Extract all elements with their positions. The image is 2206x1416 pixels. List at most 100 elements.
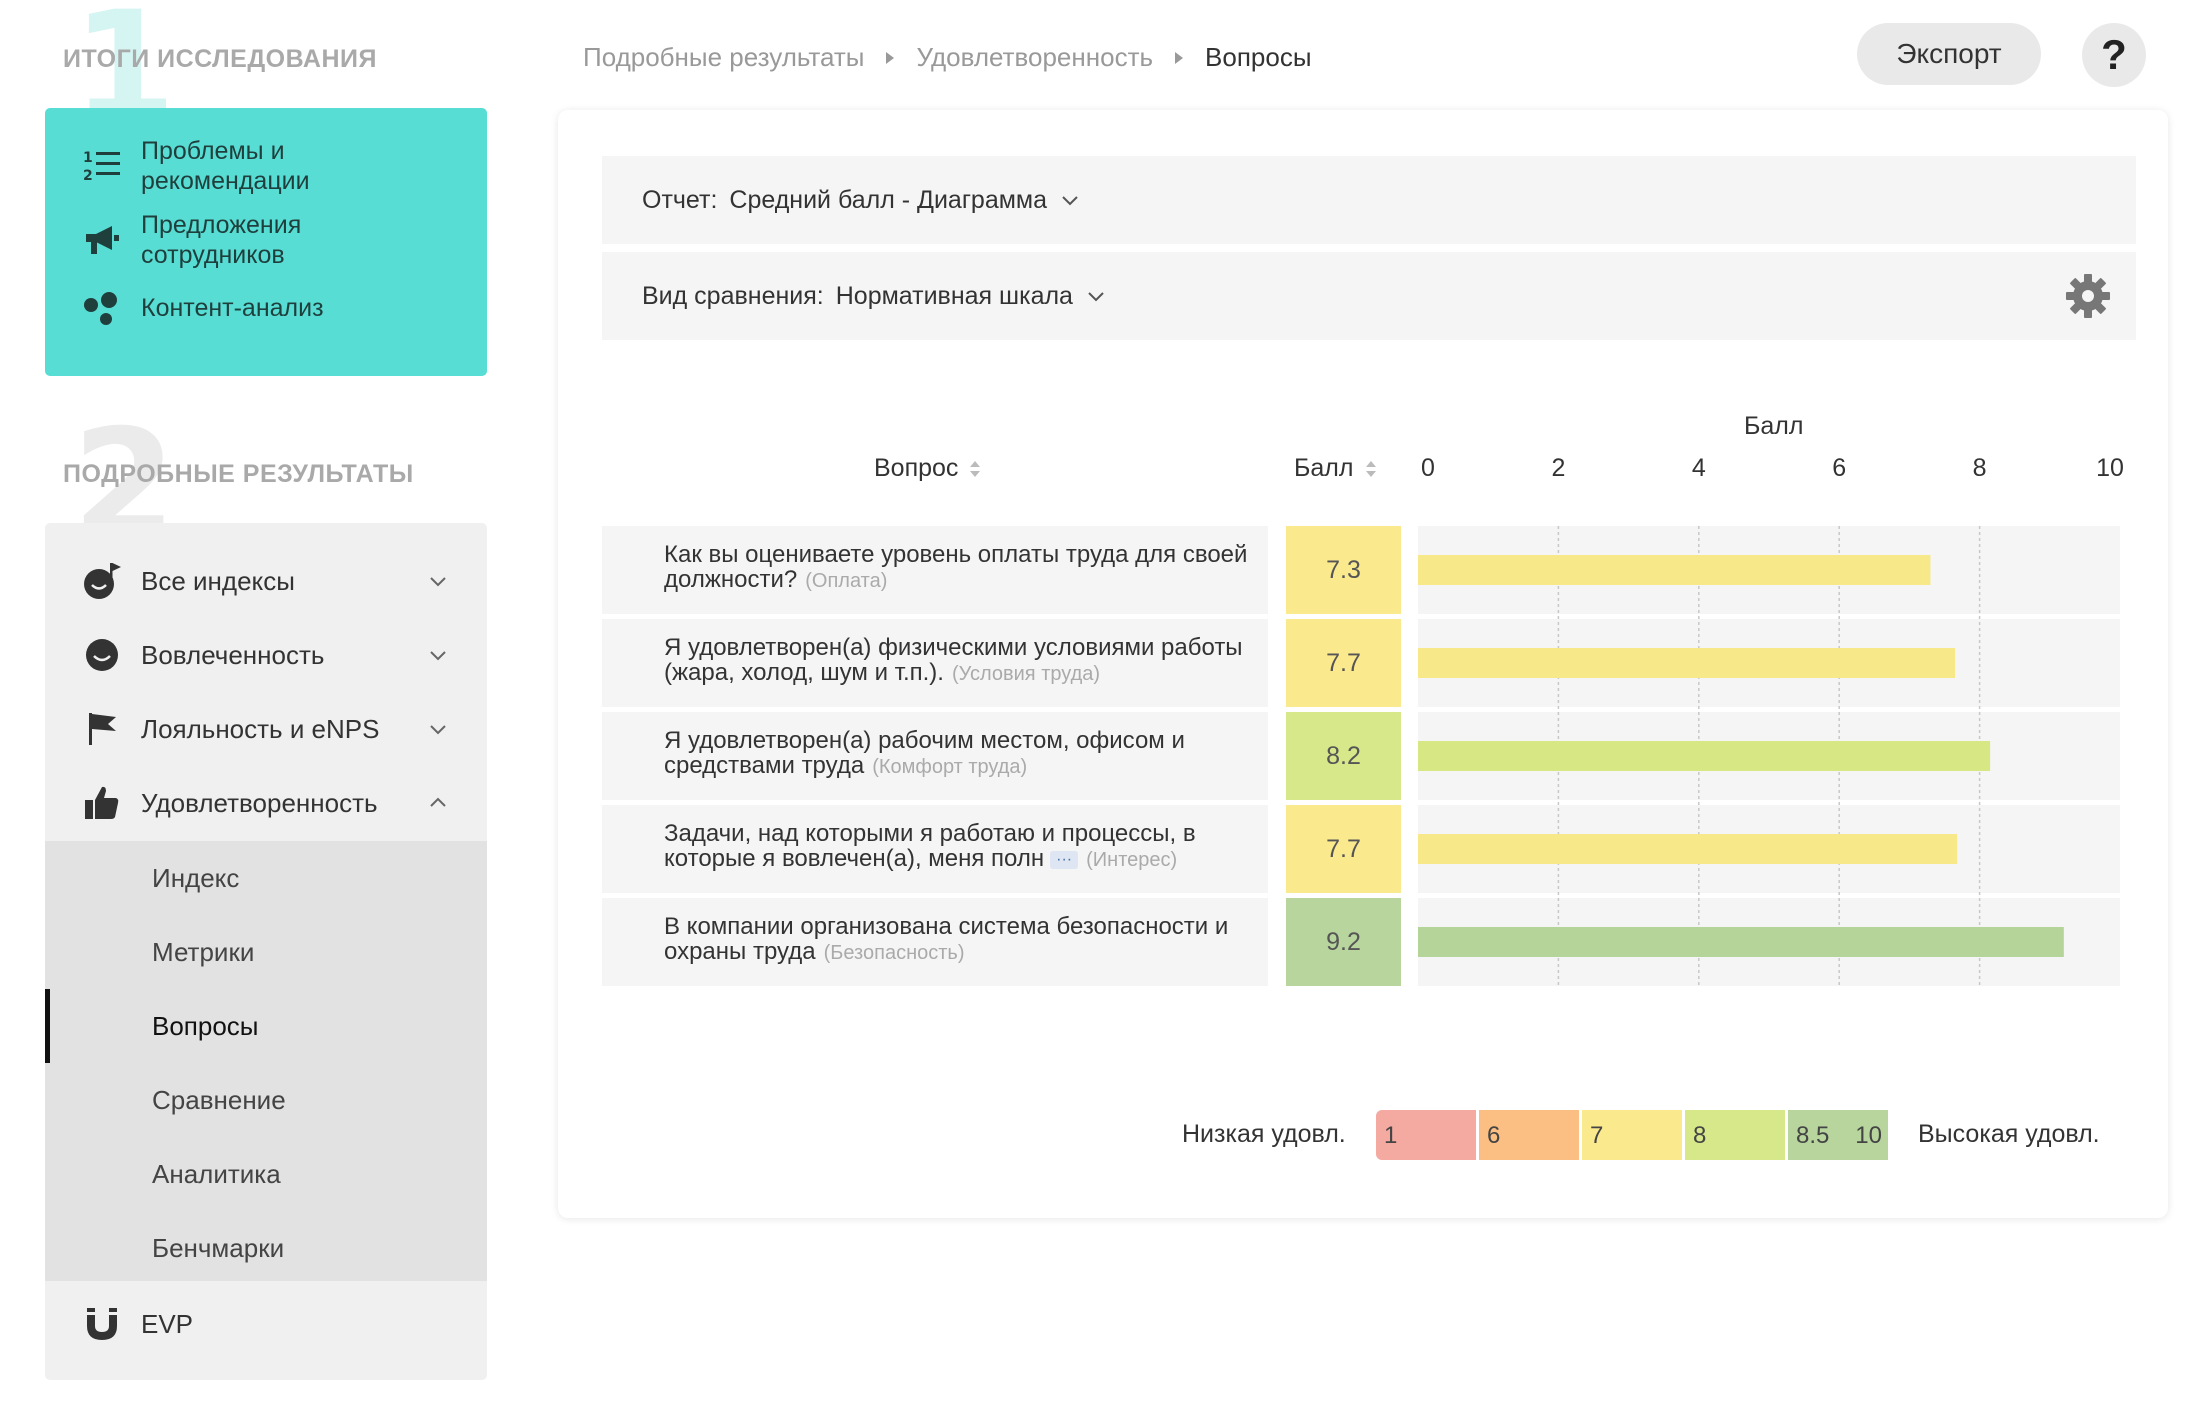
breadcrumb-item[interactable]: Подробные результаты: [583, 42, 865, 72]
caret-right-icon: [886, 51, 895, 64]
nav-item-evp[interactable]: EVP: [45, 1287, 487, 1361]
color-scale: 1 6 7 8 8.5 10: [1376, 1110, 1894, 1160]
nav-item-label: Удовлетворенность: [141, 787, 378, 818]
sub-item-comparison[interactable]: Сравнение: [45, 1063, 487, 1137]
column-header-label: Вопрос: [874, 454, 959, 482]
nav-item-label: Все индексы: [141, 565, 295, 596]
comparison-selector[interactable]: Вид сравнения: Нормативная шкала: [602, 252, 2136, 340]
scale-segment-label: 8: [1693, 1122, 1707, 1149]
score-cell: 8.2: [1286, 712, 1401, 800]
question-label: В компании организована система безопасн…: [664, 913, 1229, 965]
sub-item-label: Бенчмарки: [152, 1232, 285, 1263]
chevron-down-icon: [1062, 196, 1078, 206]
menu-item-label: Проблемы и рекомендации: [141, 137, 310, 195]
scale-segment-label: 10: [1855, 1122, 1882, 1149]
thumbs-up-icon: [81, 782, 123, 824]
sub-item-analytics[interactable]: Аналитика: [45, 1137, 487, 1211]
chevron-down-icon[interactable]: [427, 570, 449, 592]
menu-item-content-analysis[interactable]: Контент-анализ: [45, 286, 487, 330]
nav-item-label: EVP: [141, 1308, 194, 1339]
sub-item-label: Метрики: [152, 936, 255, 967]
chevron-down-icon[interactable]: [427, 644, 449, 666]
scale-segment-label: 1: [1384, 1122, 1398, 1149]
nav-item-engagement[interactable]: Вовлеченность: [45, 618, 487, 692]
smiley-flag-icon: [81, 560, 123, 602]
help-button[interactable]: ?: [2082, 23, 2146, 87]
export-button[interactable]: Экспорт: [1857, 23, 2041, 85]
chevron-down-icon: [1088, 292, 1104, 302]
x-tick-label: 2: [1551, 454, 1566, 482]
results-card: Отчет: Средний балл - Диаграмма Вид срав…: [558, 110, 2168, 1218]
report-label: Отчет:: [642, 185, 718, 214]
sub-item-label: Вопросы: [152, 1010, 259, 1041]
column-header-label: Балл: [1294, 454, 1354, 482]
question-text: Я удовлетворен(а) рабочим местом, офисом…: [664, 728, 1264, 780]
x-tick-label: 6: [1832, 454, 1847, 482]
question-category: (Оплата): [805, 570, 888, 592]
flag-icon: [81, 708, 123, 750]
sub-item-index[interactable]: Индекс: [45, 841, 487, 915]
scale-segment: 6: [1479, 1110, 1579, 1160]
report-value: Средний балл - Диаграмма: [729, 185, 1048, 214]
chevron-up-icon[interactable]: [427, 792, 449, 814]
report-selector[interactable]: Отчет: Средний балл - Диаграмма: [602, 156, 2136, 244]
question-cell: Задачи, над которыми я работаю и процесс…: [602, 805, 1268, 893]
question-cell: Я удовлетворен(а) физическими условиями …: [602, 619, 1268, 707]
menu-item-label: Предложения сотрудников: [141, 211, 302, 269]
menu-item-label: Контент-анализ: [141, 294, 324, 322]
sub-item-questions[interactable]: Вопросы: [45, 989, 487, 1063]
nav-item-loyalty[interactable]: Лояльность и eNPS: [45, 692, 487, 766]
score-cell: 7.7: [1286, 619, 1401, 707]
comparison-label: Вид сравнения:: [642, 281, 824, 310]
satisfaction-submenu: Индекс Метрики Вопросы Сравнение Аналити…: [45, 841, 487, 1281]
svg-text:2: 2: [83, 168, 93, 184]
nav-item-all-indexes[interactable]: Все индексы: [45, 544, 487, 618]
nav-item-satisfaction[interactable]: Удовлетворенность: [45, 766, 487, 840]
sub-item-metrics[interactable]: Метрики: [45, 915, 487, 989]
score-cell: 7.7: [1286, 805, 1401, 893]
question-text: Задачи, над которыми я работаю и процесс…: [664, 821, 1264, 873]
color-scale-legend: Низкая удовл. 1 6 7 8 8.5 10 Высокая удовл.: [558, 1110, 2168, 1160]
sort-icon: [970, 460, 981, 477]
scale-segment-label: 8.5: [1796, 1122, 1830, 1149]
sub-item-benchmarks[interactable]: Бенчмарки: [45, 1211, 487, 1285]
details-menu: Все индексы Вовлеченность Лояльность и e…: [45, 523, 487, 1380]
column-header-question[interactable]: Вопрос: [874, 454, 982, 483]
bar-chart: [1418, 526, 2064, 986]
score-cell: 7.3: [1286, 526, 1401, 614]
sub-item-label: Сравнение: [152, 1084, 286, 1115]
more-text-button[interactable]: ···: [1050, 850, 1079, 869]
scale-segment-label: 7: [1590, 1122, 1604, 1149]
column-header-score[interactable]: Балл: [1294, 454, 1378, 483]
question-category: (Безопасность): [823, 942, 965, 964]
legend-low-label: Низкая удовл.: [1182, 1120, 1346, 1148]
menu-item-suggestions[interactable]: Предложения сотрудников: [45, 210, 487, 270]
chevron-down-icon[interactable]: [427, 718, 449, 740]
chart-title: Балл: [1744, 412, 1804, 440]
question-label: Задачи, над которыми я работаю и процесс…: [664, 820, 1196, 872]
smiley-icon: [81, 634, 123, 676]
breadcrumb-item[interactable]: Удовлетворенность: [916, 42, 1154, 72]
gear-icon[interactable]: [2064, 272, 2112, 320]
question-cell: Как вы оцениваете уровень оплаты труда д…: [602, 526, 1268, 614]
scale-segment: 8: [1685, 1110, 1785, 1160]
sub-item-label: Индекс: [152, 862, 240, 893]
comparison-value: Нормативная шкала: [835, 281, 1073, 310]
sub-item-label: Аналитика: [152, 1158, 281, 1189]
question-text: Я удовлетворен(а) физическими условиями …: [664, 635, 1264, 687]
breadcrumb: Подробные результаты Удовлетворенность В…: [583, 42, 1312, 73]
question-cell: В компании организована система безопасн…: [602, 898, 1268, 986]
bar: [1418, 927, 2064, 957]
question-category: (Комфорт труда): [872, 756, 1028, 778]
legend-high-label: Высокая удовл.: [1918, 1120, 2100, 1148]
scale-segment-label: 6: [1487, 1122, 1501, 1149]
question-category: (Условия труда): [951, 663, 1101, 685]
question-label: Я удовлетворен(а) физическими условиями …: [664, 634, 1243, 686]
question-label: Я удовлетворен(а) рабочим местом, офисом…: [664, 727, 1185, 779]
nav-item-label: Вовлеченность: [141, 639, 325, 670]
scale-segment: 7: [1582, 1110, 1682, 1160]
scale-segment: 1: [1376, 1110, 1476, 1160]
